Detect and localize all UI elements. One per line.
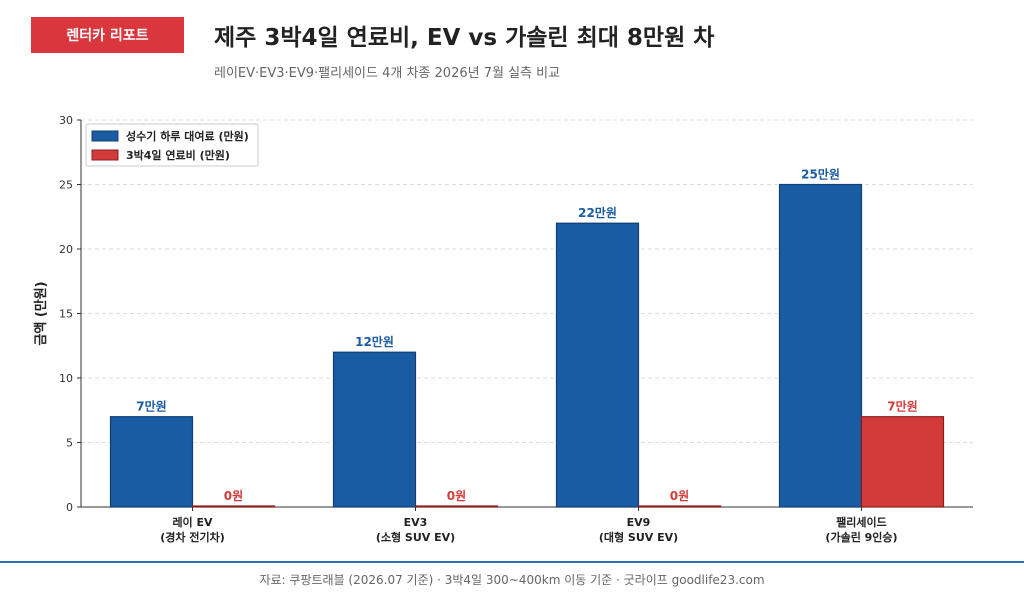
legend-swatch [91,130,119,142]
footer-divider [0,561,1024,563]
page-subtitle: 레이EV·EV3·EV9·팰리세이드 4개 차종 2026년 7월 실측 비교 [214,66,561,81]
footer-source: 자료: 쿠팡트래블 (2026.07 기준) · 3박4일 300~400km … [259,573,765,587]
y-tick-label: 15 [59,308,73,321]
legend-label: 3박4일 연료비 (만원) [126,148,230,162]
bar-rental-1 [332,351,417,508]
y-axis-label: 금액 (만원) [33,281,49,345]
x-tick-label: 레이 EV [172,515,213,529]
bar-fuel-1 [414,505,499,508]
y-tick-label: 10 [59,372,73,385]
bar-fuel-2 [637,505,722,508]
y-tick-label: 0 [66,501,73,514]
legend-box [85,123,259,167]
data-label: 0원 [447,489,466,503]
y-tick-label: 5 [66,437,73,450]
bar-rental-2 [555,222,640,508]
data-label: 0원 [670,489,689,503]
legend-label: 성수기 하루 대여료 (만원) [126,129,249,143]
bar-rental-3 [778,183,863,508]
report-badge: 렌터카 리포트 [31,17,184,53]
data-label: 7만원 [136,399,166,414]
x-tick-label: (가솔린 9인승) [825,530,897,544]
data-label: 22만원 [578,205,617,220]
x-tick-label: 팰리세이드 [836,515,887,529]
data-labels: 7만원 0원 12만원 0원 22만원 0원 25만원 7만원 [136,167,917,504]
bars [109,183,945,508]
data-label: 25만원 [801,167,840,182]
x-tick-label: (경차 전기차) [160,530,224,544]
y-tick-label: 25 [59,179,73,192]
x-tick-label: EV9 [627,516,651,529]
data-label: 0원 [224,489,243,503]
bar-fuel-0 [191,505,276,508]
legend: 성수기 하루 대여료 (만원) 3박4일 연료비 (만원) [85,123,259,167]
data-label: 12만원 [355,334,394,349]
data-label: 7만원 [887,399,917,414]
x-tick-label: EV3 [404,516,428,529]
x-tick-label: (소형 SUV EV) [376,530,455,544]
y-tick-label: 30 [59,114,73,127]
bar-fuel-3 [860,416,945,508]
bar-rental-0 [109,416,194,508]
x-tick-label: (대형 SUV EV) [599,530,678,544]
legend-swatch [91,149,119,161]
y-tick-label: 20 [59,243,73,256]
page-title: 제주 3박4일 연료비, EV vs 가솔린 최대 8만원 차 [214,25,715,51]
